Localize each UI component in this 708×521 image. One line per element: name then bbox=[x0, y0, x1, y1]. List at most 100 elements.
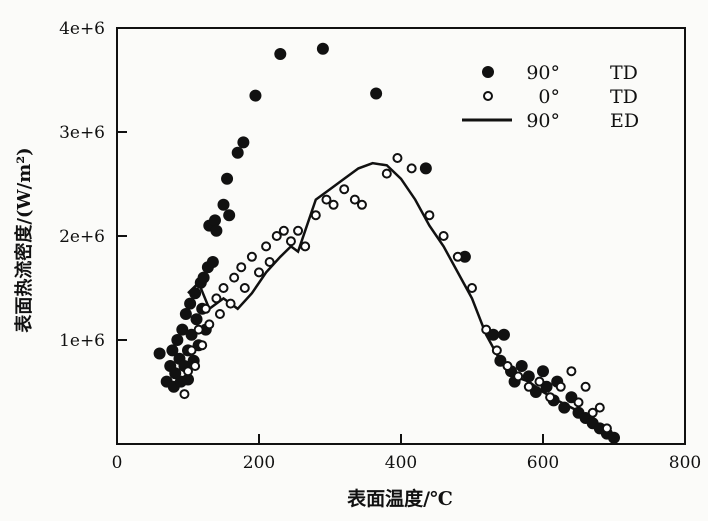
data-point-0-TD bbox=[356, 199, 367, 210]
data-point-90-TD bbox=[558, 401, 571, 414]
data-point-90-TD bbox=[171, 334, 184, 346]
data-point-0-TD bbox=[310, 210, 321, 221]
legend-angle: 90° bbox=[526, 110, 560, 132]
data-point-0-TD bbox=[555, 381, 566, 392]
data-point-0-TD bbox=[481, 324, 492, 335]
y-tick-label: 1e+6 bbox=[59, 331, 105, 351]
data-point-90-TD bbox=[190, 313, 203, 326]
data-point-0-TD bbox=[452, 251, 463, 262]
data-point-0-TD bbox=[204, 319, 215, 330]
y-tick-label: 4e+6 bbox=[59, 19, 105, 39]
data-point-90-TD bbox=[370, 87, 383, 100]
data-point-90-TD bbox=[176, 323, 189, 336]
data-point-90-TD bbox=[223, 209, 236, 222]
data-point-90-TD bbox=[166, 344, 179, 357]
y-axis-label: 表面热流密度/(W/m²) bbox=[13, 147, 35, 332]
data-point-0-TD bbox=[523, 381, 534, 392]
data-point-0-TD bbox=[214, 309, 225, 319]
legend-method: TD bbox=[610, 62, 638, 84]
data-point-0-TD bbox=[193, 324, 204, 335]
x-tick-label: 800 bbox=[669, 453, 701, 473]
data-point-0-TD bbox=[264, 257, 275, 267]
x-axis-label: 表面温度/℃ bbox=[347, 487, 453, 510]
data-point-90-TD bbox=[515, 360, 528, 372]
data-point-0-TD bbox=[179, 389, 190, 400]
data-point-0-TD bbox=[339, 184, 350, 195]
data-point-0-TD bbox=[225, 298, 236, 309]
data-point-90-TD bbox=[274, 48, 287, 60]
y-tick-label: 2e+6 bbox=[59, 227, 105, 247]
data-point-0-TD bbox=[566, 366, 577, 377]
data-point-90-TD bbox=[189, 287, 202, 300]
data-point-0-TD bbox=[406, 163, 417, 174]
data-point-0-TD bbox=[300, 241, 311, 252]
data-point-90-TD bbox=[179, 308, 192, 320]
x-tick-label: 600 bbox=[527, 453, 559, 473]
data-point-90-TD bbox=[522, 370, 535, 383]
data-point-90-TD bbox=[197, 271, 210, 284]
data-point-0-TD bbox=[438, 231, 449, 241]
data-point-0-TD bbox=[601, 423, 612, 434]
data-point-0-TD bbox=[467, 283, 477, 293]
data-point-90-TD bbox=[231, 146, 244, 159]
data-point-0-TD bbox=[587, 407, 598, 418]
data-point-90-TD bbox=[221, 172, 234, 185]
data-point-0-TD bbox=[239, 283, 250, 293]
data-point-0-TD bbox=[278, 225, 289, 236]
legend-method: ED bbox=[610, 110, 639, 132]
legend-marker-filled-circle bbox=[482, 66, 494, 78]
data-point-0-TD bbox=[190, 361, 201, 371]
legend-method: TD bbox=[610, 86, 638, 108]
data-point-90-TD bbox=[237, 136, 250, 149]
plot-frame bbox=[116, 27, 686, 445]
data-point-0-TD bbox=[321, 194, 332, 205]
data-point-0-TD bbox=[293, 225, 304, 236]
x-tick-label: 0 bbox=[112, 453, 123, 473]
data-point-90-TD bbox=[206, 256, 219, 268]
data-point-0-TD bbox=[328, 199, 339, 210]
x-tick-label: 400 bbox=[385, 453, 417, 473]
data-point-0-TD bbox=[545, 392, 556, 403]
data-point-90-TD bbox=[249, 89, 262, 102]
data-point-90-TD bbox=[419, 162, 432, 175]
data-point-90-TD bbox=[217, 198, 230, 211]
legend-angle: 0° bbox=[538, 86, 560, 108]
data-point-90-TD bbox=[608, 431, 620, 444]
data-point-0-TD bbox=[285, 236, 296, 247]
legend-angle: 90° bbox=[526, 62, 560, 84]
data-point-0-TD bbox=[218, 283, 229, 293]
legend: 90° TD 0° TD 90° ED bbox=[462, 62, 639, 132]
data-point-0-TD bbox=[502, 361, 513, 371]
x-tick-label: 200 bbox=[243, 453, 275, 473]
data-point-0-TD bbox=[186, 345, 197, 356]
data-point-90-TD bbox=[184, 297, 197, 310]
data-point-0-TD bbox=[183, 366, 193, 377]
data-point-0-TD bbox=[271, 231, 282, 241]
data-point-0-TD bbox=[211, 293, 222, 304]
legend-marker-open-circle bbox=[483, 91, 493, 101]
data-point-90-TD bbox=[182, 373, 194, 386]
data-point-90-TD bbox=[153, 347, 166, 360]
data-point-90-TD bbox=[208, 214, 221, 227]
data-point-0-TD bbox=[392, 153, 403, 163]
data-point-0-TD bbox=[200, 303, 211, 314]
data-point-90-TD bbox=[537, 365, 549, 378]
data-point-0-TD bbox=[197, 340, 208, 351]
data-point-0-TD bbox=[580, 381, 591, 392]
data-point-90-TD bbox=[316, 42, 329, 55]
data-point-0-TD bbox=[236, 262, 247, 273]
y-tick-label: 3e+6 bbox=[59, 123, 105, 143]
data-point-0-TD bbox=[491, 345, 502, 356]
data-point-90-TD bbox=[458, 250, 471, 263]
data-point-0-TD bbox=[513, 371, 524, 382]
data-point-0-TD bbox=[534, 376, 545, 387]
data-point-0-TD bbox=[573, 397, 584, 408]
data-point-0-TD bbox=[261, 241, 272, 252]
data-point-0-TD bbox=[254, 267, 264, 278]
data-point-0-TD bbox=[349, 194, 360, 205]
data-point-90-TD bbox=[497, 328, 510, 341]
data-point-0-TD bbox=[229, 272, 240, 283]
data-point-90-TD bbox=[210, 224, 223, 237]
